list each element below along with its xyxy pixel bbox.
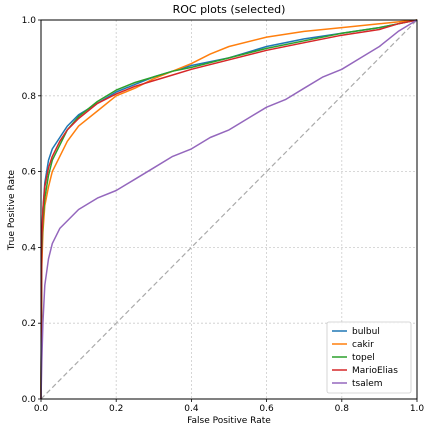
x-tick-label: 0.4 bbox=[184, 404, 199, 414]
x-tick-label: 0.2 bbox=[109, 404, 123, 414]
y-tick-label: 0.0 bbox=[22, 395, 37, 405]
y-tick-label: 0.2 bbox=[22, 319, 36, 329]
y-tick-label: 0.6 bbox=[22, 168, 37, 178]
legend-label: MarioElias bbox=[352, 366, 398, 376]
x-tick-label: 0.6 bbox=[259, 404, 274, 414]
x-tick-label: 0.0 bbox=[34, 404, 49, 414]
legend-label: topel bbox=[352, 353, 375, 363]
legend-label: bulbul bbox=[352, 327, 380, 337]
legend-label: tsalem bbox=[352, 379, 383, 389]
y-tick-label: 0.8 bbox=[22, 92, 37, 102]
legend: bulbul cakir topel MarioElias tsalem bbox=[327, 322, 411, 393]
y-axis-label: True Positive Rate bbox=[7, 169, 17, 251]
x-axis-label: False Positive Rate bbox=[187, 416, 271, 426]
chart-title: ROC plots (selected) bbox=[173, 3, 286, 16]
x-tick-label: 1.0 bbox=[410, 404, 425, 414]
y-tick-label: 1.0 bbox=[22, 16, 37, 26]
x-tick-label: 0.8 bbox=[335, 404, 350, 414]
legend-label: cakir bbox=[352, 340, 374, 350]
y-tick-label: 0.4 bbox=[22, 243, 37, 253]
